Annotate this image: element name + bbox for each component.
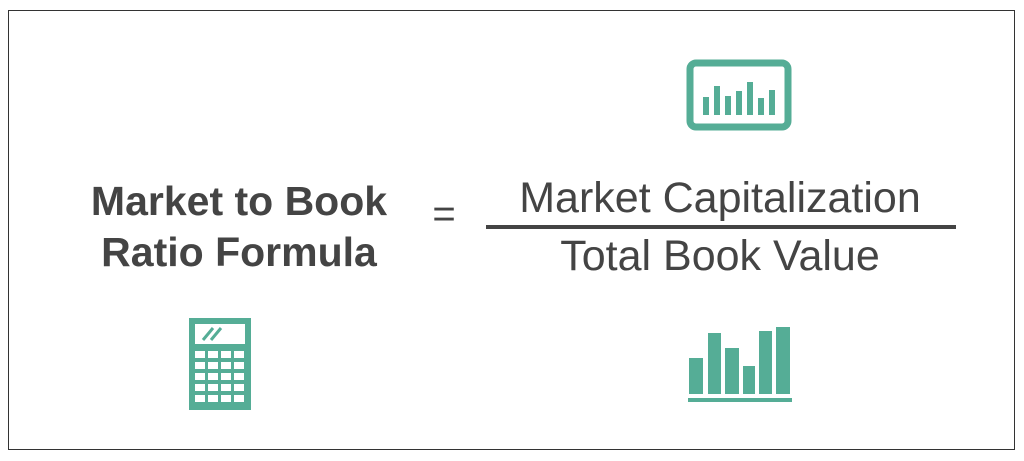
formula-card xyxy=(8,10,1015,450)
denominator: Total Book Value xyxy=(560,232,880,280)
formula-title-line-2: Ratio Formula xyxy=(101,229,377,275)
fraction-bar xyxy=(486,225,956,229)
bar-chart-icon xyxy=(686,326,794,404)
formula-left-side: Market to Book Ratio Formula xyxy=(40,176,438,278)
numerator: Market Capitalization xyxy=(519,174,921,222)
calculator-icon xyxy=(189,318,251,410)
formula-title-line-1: Market to Book xyxy=(90,178,388,224)
equals-sign: = xyxy=(432,192,456,236)
monitor-chart-icon xyxy=(686,59,792,131)
